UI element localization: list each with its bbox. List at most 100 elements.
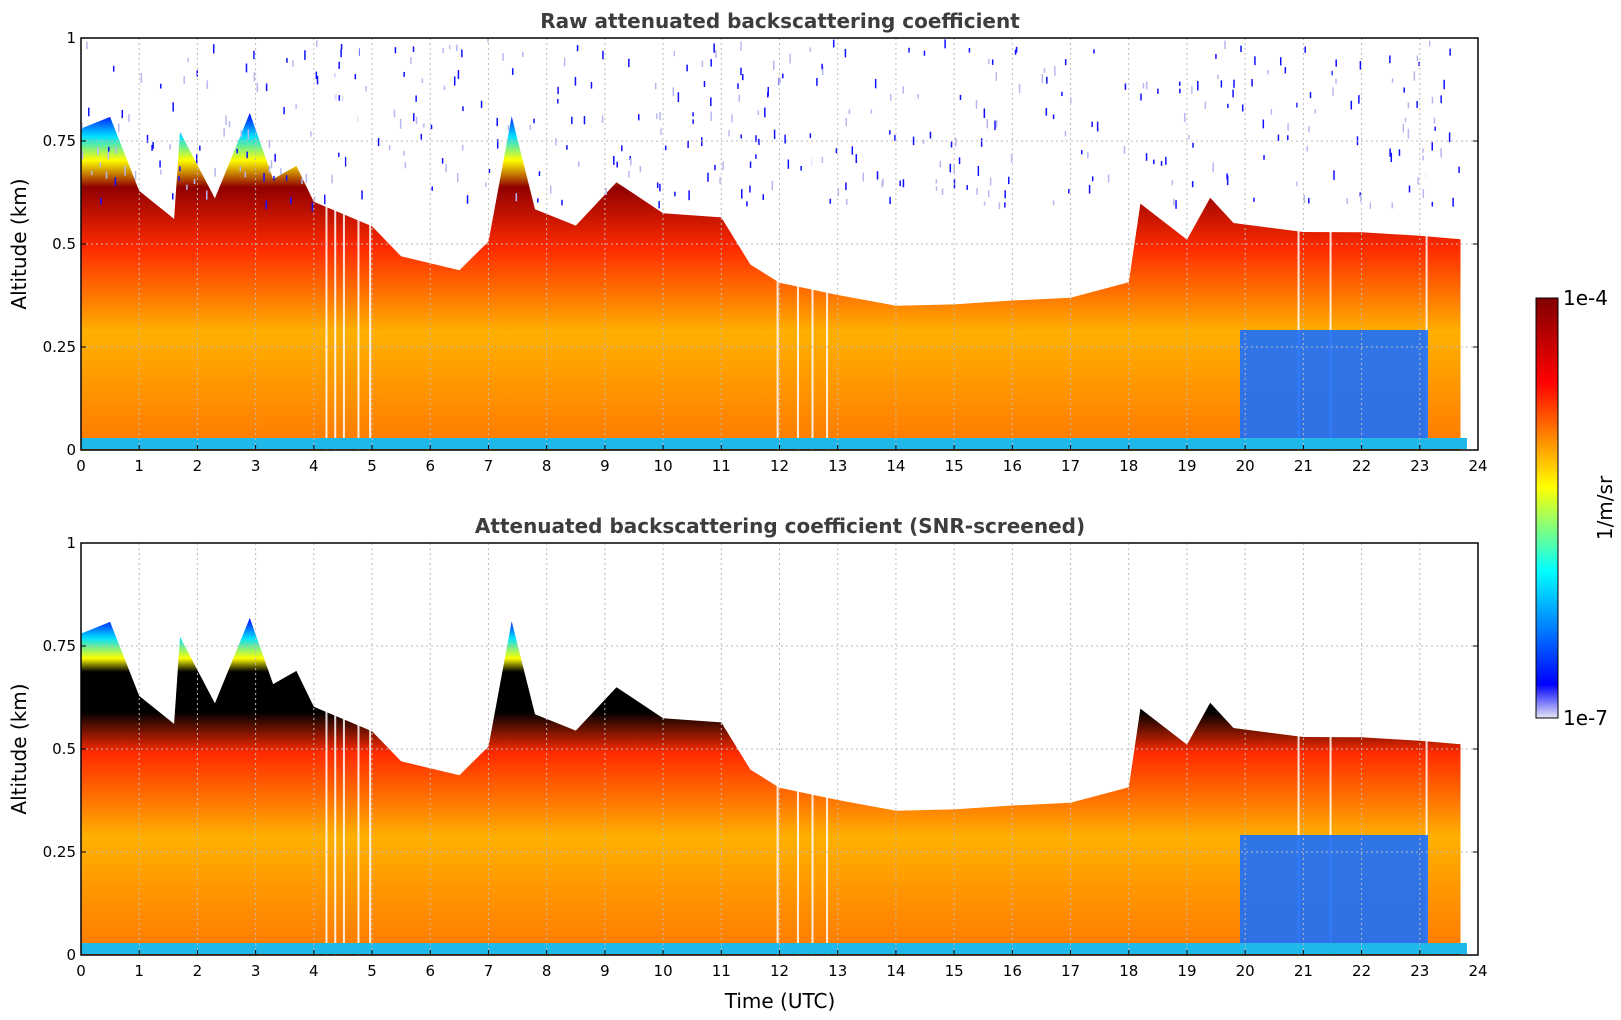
noise-dot	[236, 148, 238, 154]
noise-dot	[660, 128, 662, 135]
gap-stripe	[369, 38, 372, 450]
noise-dot	[81, 122, 83, 130]
noise-dot	[870, 109, 873, 114]
noise-dot	[851, 146, 854, 155]
x-tick-label: 7	[484, 457, 494, 475]
x-tick-label: 16	[1003, 457, 1022, 475]
noise-dot	[324, 194, 326, 205]
noise-dot	[1390, 152, 1393, 163]
noise-dot	[889, 196, 891, 205]
noise-dot	[995, 119, 998, 128]
noise-dot	[1093, 49, 1095, 54]
noise-dot	[1091, 176, 1094, 182]
noise-dot	[710, 59, 712, 67]
noise-dot	[845, 182, 847, 191]
noise-dot	[283, 107, 285, 115]
noise-dot	[172, 102, 174, 112]
noise-dot	[265, 83, 268, 92]
noise-dot	[1263, 155, 1265, 160]
noise-dot	[821, 156, 824, 163]
x-tick-label: 4	[309, 457, 319, 475]
noise-dot	[656, 182, 659, 189]
noise-dot	[738, 94, 741, 102]
noise-dot	[837, 188, 840, 197]
noise-dot	[1070, 97, 1072, 104]
noise-dot	[403, 71, 405, 77]
noise-dot	[980, 138, 983, 147]
y-tick-label: 0	[66, 441, 76, 459]
noise-dot	[789, 53, 791, 64]
noise-dot	[268, 139, 271, 149]
noise-dot	[117, 123, 120, 133]
noise-dot	[998, 202, 1001, 210]
boundary-layer-fill	[81, 617, 1461, 955]
noise-dot	[496, 139, 499, 149]
noise-dot	[1212, 162, 1214, 173]
noise-dot	[1296, 102, 1298, 108]
noise-dot	[1346, 198, 1348, 205]
noise-dot	[507, 124, 510, 131]
noise-dot	[1417, 177, 1419, 185]
noise-dot	[1142, 82, 1145, 89]
noise-dot	[448, 45, 451, 50]
noise-dot	[922, 139, 925, 144]
noise-dot	[613, 155, 615, 165]
noise-dot	[285, 175, 288, 181]
noise-dot	[629, 156, 632, 161]
noise-dot	[487, 38, 489, 43]
noise-dot	[1431, 201, 1434, 207]
grid	[81, 543, 1478, 955]
noise-dot	[1197, 80, 1199, 91]
noise-dot	[304, 50, 306, 60]
panel-title: Attenuated backscattering coefficient (S…	[475, 514, 1085, 538]
x-tick-label: 23	[1410, 962, 1429, 980]
noise-dot	[212, 44, 215, 54]
noise-dot	[223, 128, 225, 137]
noise-dot	[1369, 202, 1372, 209]
noise-dot	[206, 190, 208, 200]
noise-dot	[1217, 74, 1219, 79]
noise-dot	[1309, 92, 1312, 99]
y-tick-label: 1	[66, 29, 76, 47]
noise-dot	[1422, 155, 1424, 161]
noise-dot	[140, 73, 143, 83]
x-tick-label: 18	[1119, 457, 1138, 475]
noise-dot	[767, 91, 769, 98]
noise-dot	[902, 86, 904, 94]
noise-dot	[889, 130, 891, 135]
x-tick-label: 3	[251, 457, 261, 475]
noise-dot	[377, 137, 380, 147]
panel-raw: Raw attenuated backscattering coefficien…	[7, 9, 1488, 475]
x-tick-label: 15	[945, 457, 964, 475]
noise-dot	[917, 93, 919, 99]
noise-dot	[108, 146, 110, 152]
noise-dot	[983, 108, 986, 119]
noise-dot	[420, 133, 423, 140]
x-tick-label: 20	[1236, 457, 1255, 475]
noise-dot	[929, 131, 932, 139]
x-tick-label: 1	[134, 457, 144, 475]
noise-dot	[412, 46, 415, 52]
noise-dot	[1004, 202, 1006, 208]
noise-dot	[146, 134, 149, 143]
noise-dot	[1389, 148, 1391, 157]
noise-dot	[764, 107, 766, 118]
noise-dot	[1145, 153, 1148, 161]
noise-dot	[488, 168, 491, 173]
noise-dot	[621, 145, 623, 152]
noise-dot	[183, 76, 185, 85]
noise-dot	[976, 188, 978, 195]
noise-dot	[740, 67, 742, 76]
noise-dot	[1068, 189, 1070, 194]
noise-dot	[935, 179, 938, 184]
noise-dot	[1331, 70, 1333, 76]
noise-dot	[253, 50, 255, 60]
noise-dot	[404, 162, 407, 169]
noise-dot	[692, 119, 694, 124]
noise-dot	[1398, 149, 1401, 156]
noise-dot	[128, 114, 130, 122]
noise-dot	[707, 172, 709, 182]
noise-dot	[1304, 46, 1306, 53]
y-tick-label: 0.25	[43, 338, 76, 356]
noise-dot	[1350, 100, 1353, 110]
